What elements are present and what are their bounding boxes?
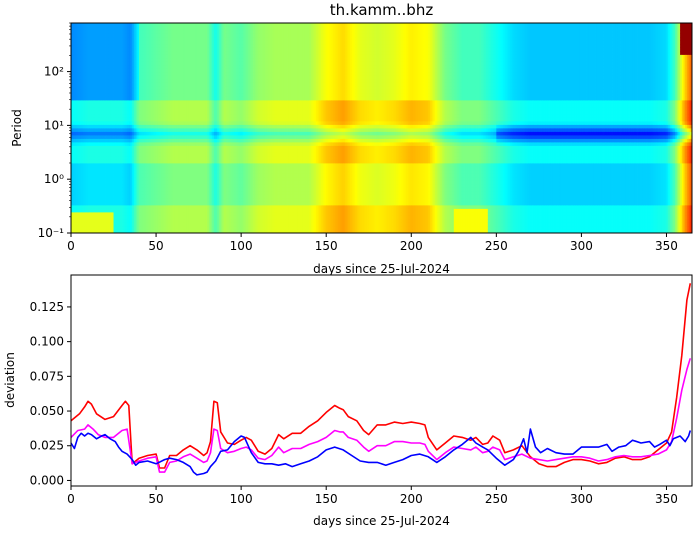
heatmap-cells — [71, 23, 692, 233]
chart-title: th.kamm..bhz — [330, 1, 434, 19]
